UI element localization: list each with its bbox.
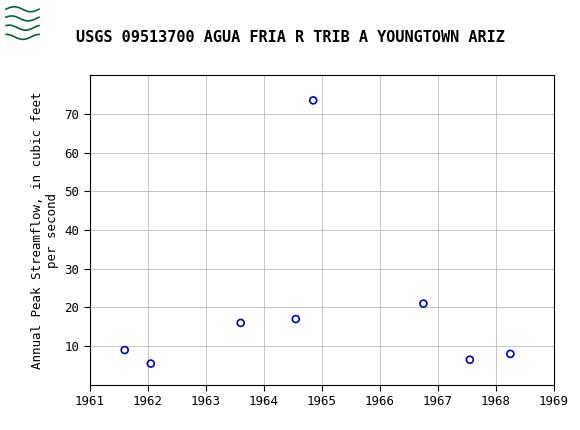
Point bbox=[236, 319, 245, 326]
Point bbox=[291, 316, 300, 322]
Y-axis label: Annual Peak Streamflow, in cubic feet
per second: Annual Peak Streamflow, in cubic feet pe… bbox=[31, 91, 59, 369]
Point bbox=[120, 347, 129, 353]
Text: USGS 09513700 AGUA FRIA R TRIB A YOUNGTOWN ARIZ: USGS 09513700 AGUA FRIA R TRIB A YOUNGTO… bbox=[75, 30, 505, 45]
Point bbox=[419, 300, 428, 307]
Point bbox=[146, 360, 155, 367]
Text: USGS: USGS bbox=[46, 10, 114, 31]
Point bbox=[465, 356, 474, 363]
FancyBboxPatch shape bbox=[5, 2, 40, 39]
Point bbox=[506, 350, 515, 357]
Point bbox=[309, 97, 318, 104]
